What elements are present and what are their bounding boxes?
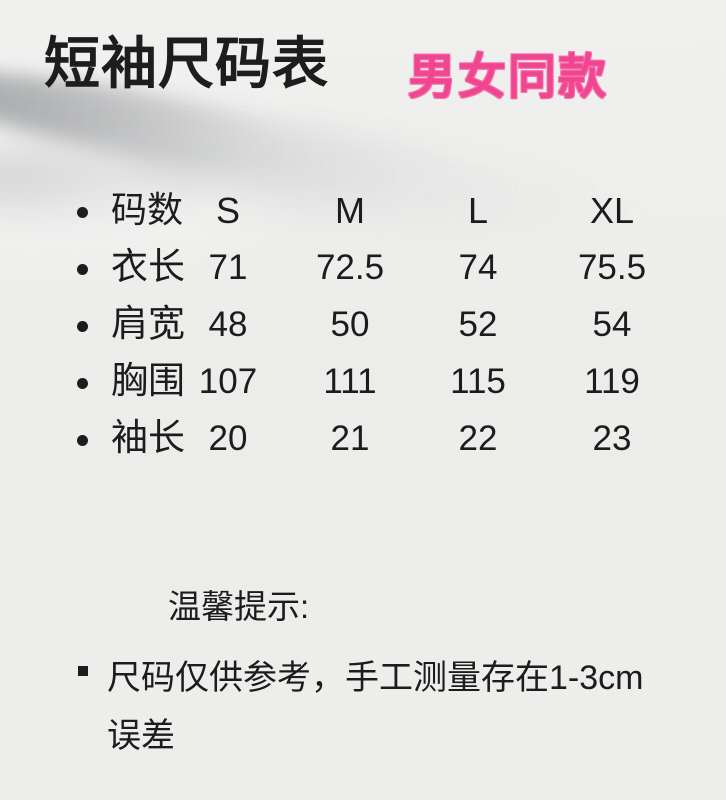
table-header-size-l: L: [467, 190, 489, 231]
row-label-shoulder: 肩宽: [111, 303, 185, 344]
bullet-icon: [77, 207, 88, 218]
cell-sleeve-m: 21: [330, 419, 370, 458]
cell-length-s: 71: [208, 248, 248, 287]
table-row: 肩宽 48 50 52 54: [0, 300, 726, 357]
table-header-label: 码数: [111, 189, 184, 230]
cell-chest-l: 115: [450, 362, 506, 401]
table-header-size-s: S: [215, 190, 240, 231]
cell-chest-xl: 119: [584, 362, 640, 401]
cell-length-xl: 75.5: [577, 248, 647, 287]
table-row: 胸围 107 111 115 119: [0, 357, 726, 414]
row-label-sleeve: 袖长: [111, 417, 185, 458]
table-row: 袖长 20 21 22 23: [0, 414, 726, 471]
cell-chest-s: 107: [198, 362, 258, 401]
cell-length-l: 74: [458, 248, 498, 287]
unisex-badge: 男女同款: [408, 51, 609, 104]
bullet-icon: [77, 321, 88, 332]
page-title: 短袖尺码表: [44, 32, 329, 95]
bullet-icon: [77, 378, 88, 389]
notice-item: 尺码仅供参考，手工测量存在1-3cm误差: [0, 649, 726, 759]
bullet-icon: [77, 264, 88, 275]
notice-title: 温馨提示:: [168, 588, 310, 625]
cell-shoulder-l: 52: [458, 305, 498, 344]
cell-sleeve-s: 20: [208, 419, 248, 458]
cell-shoulder-s: 48: [208, 305, 248, 344]
row-label-length: 衣长: [111, 246, 185, 287]
cell-sleeve-xl: 23: [592, 419, 632, 458]
bullet-icon: [77, 435, 88, 446]
table-row: 衣长 71 72.5 74 75.5: [0, 243, 726, 300]
table-header-row: 码数 S M L XL: [0, 186, 726, 243]
size-table: 码数 S M L XL 衣长 71 72.5 74 75.5 肩宽 48 50 …: [0, 186, 726, 471]
cell-length-m: 72.5: [315, 248, 385, 287]
row-label-chest: 胸围: [111, 360, 185, 401]
table-header-size-m: M: [335, 190, 365, 231]
notice-text: 尺码仅供参考，手工测量存在1-3cm误差: [107, 659, 644, 755]
cell-sleeve-l: 22: [458, 419, 498, 458]
square-bullet-icon: [78, 666, 88, 676]
cell-shoulder-m: 50: [330, 305, 370, 344]
cell-shoulder-xl: 54: [592, 305, 632, 344]
cell-chest-m: 111: [323, 362, 377, 401]
table-header-size-xl: XL: [589, 190, 635, 231]
header: 短袖尺码表 男女同款: [0, 0, 726, 130]
